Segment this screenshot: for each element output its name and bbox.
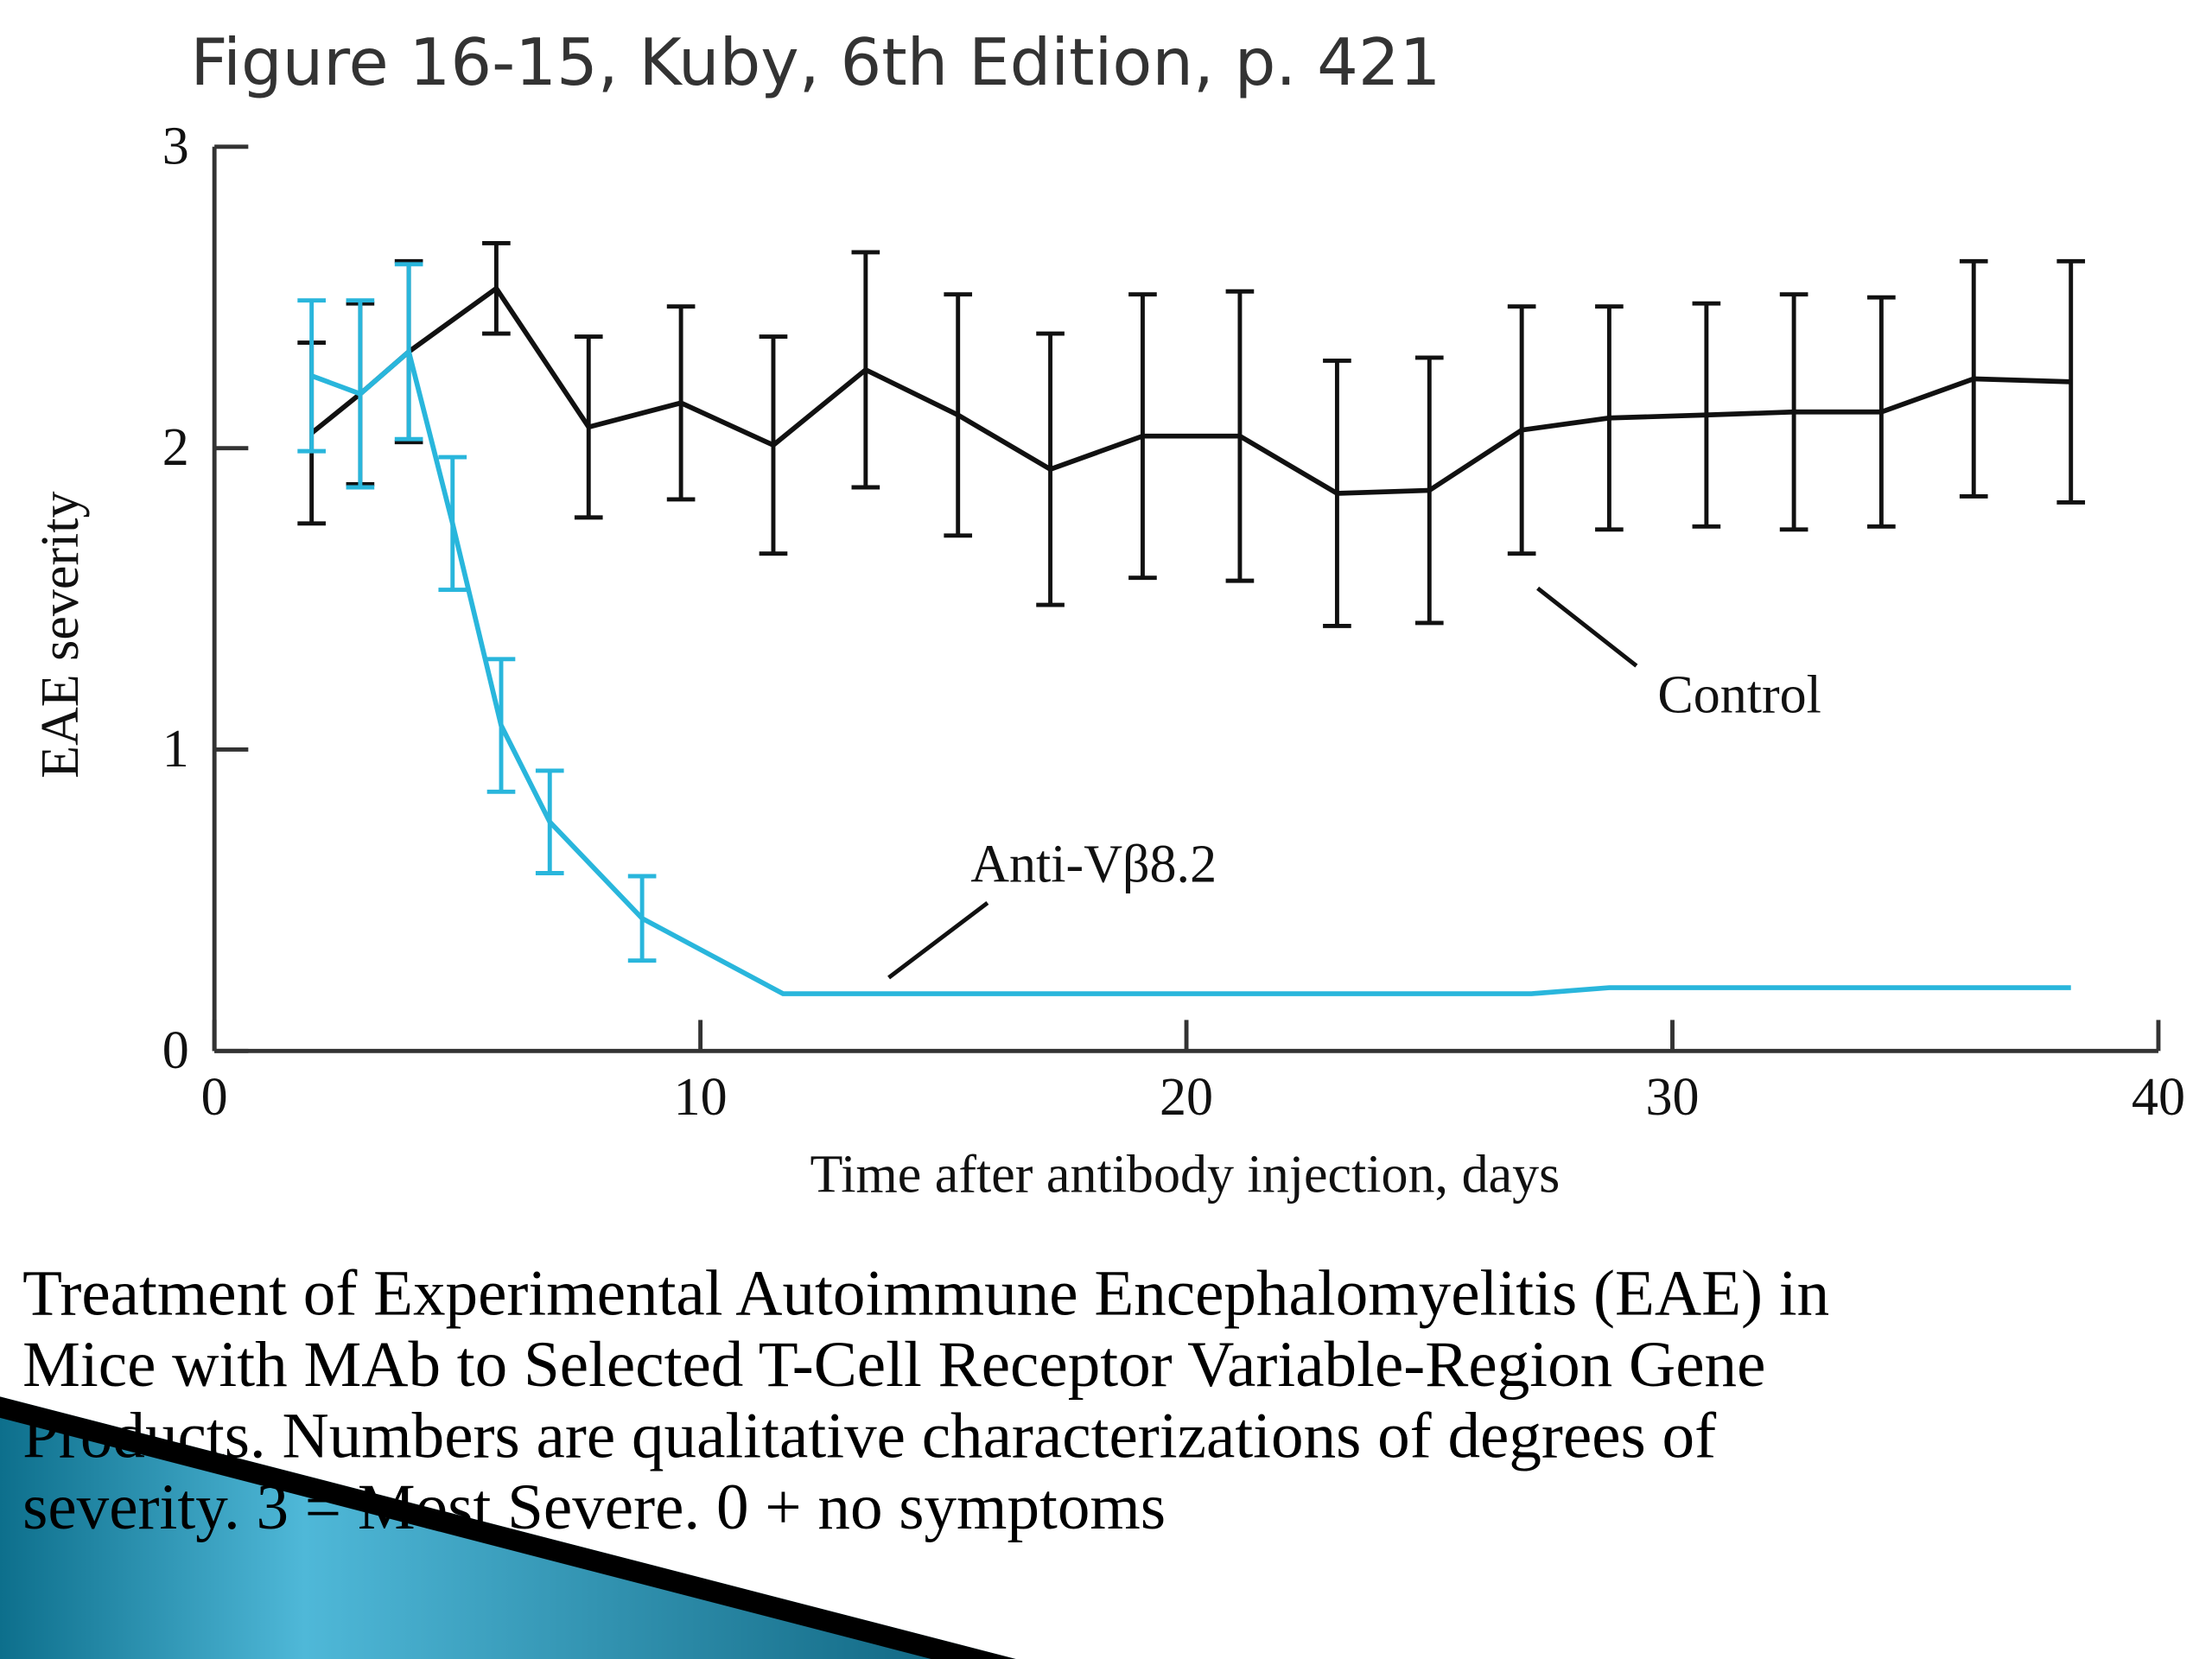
y-axis-label: EAE severity — [31, 491, 90, 778]
series-label: Control — [1657, 665, 1821, 724]
x-tick-label: 30 — [1645, 1068, 1699, 1127]
caption-line: Treatment of Experimental Autoimmune Enc… — [22, 1258, 1829, 1330]
y-tick-label: 2 — [162, 418, 189, 477]
y-tick-label: 0 — [162, 1021, 189, 1080]
caption-line: severity. 3 = Most Severe. 0 + no sympto… — [22, 1471, 1166, 1543]
x-tick-label: 20 — [1160, 1068, 1213, 1127]
error-bar — [297, 298, 326, 454]
slide-title: Figure 16-15, Kuby, 6th Edition, p. 421 — [190, 24, 1440, 100]
x-tick-label: 10 — [674, 1068, 728, 1127]
series-label: Anti-Vβ8.2 — [970, 835, 1217, 893]
x-axis-label: Time after antibody injection, days — [810, 1146, 1560, 1205]
error-bar-shape — [297, 298, 326, 454]
leader-line — [1536, 586, 1638, 668]
y-tick-label: 3 — [162, 117, 189, 175]
x-tick-label: 0 — [201, 1068, 228, 1127]
x-tick-label: 40 — [2132, 1068, 2185, 1127]
y-tick-label: 1 — [162, 720, 189, 779]
series-line — [309, 284, 2071, 496]
caption-line: Mice with MAb to Selected T-Cell Recepto… — [22, 1329, 1765, 1401]
decor-edge — [0, 1396, 1016, 1659]
caption: Treatment of Experimental Autoimmune Enc… — [22, 1258, 1829, 1543]
caption-line: Products. Numbers are qualitative charac… — [22, 1401, 1716, 1472]
leader-line — [887, 900, 989, 980]
series-line — [310, 346, 2071, 996]
